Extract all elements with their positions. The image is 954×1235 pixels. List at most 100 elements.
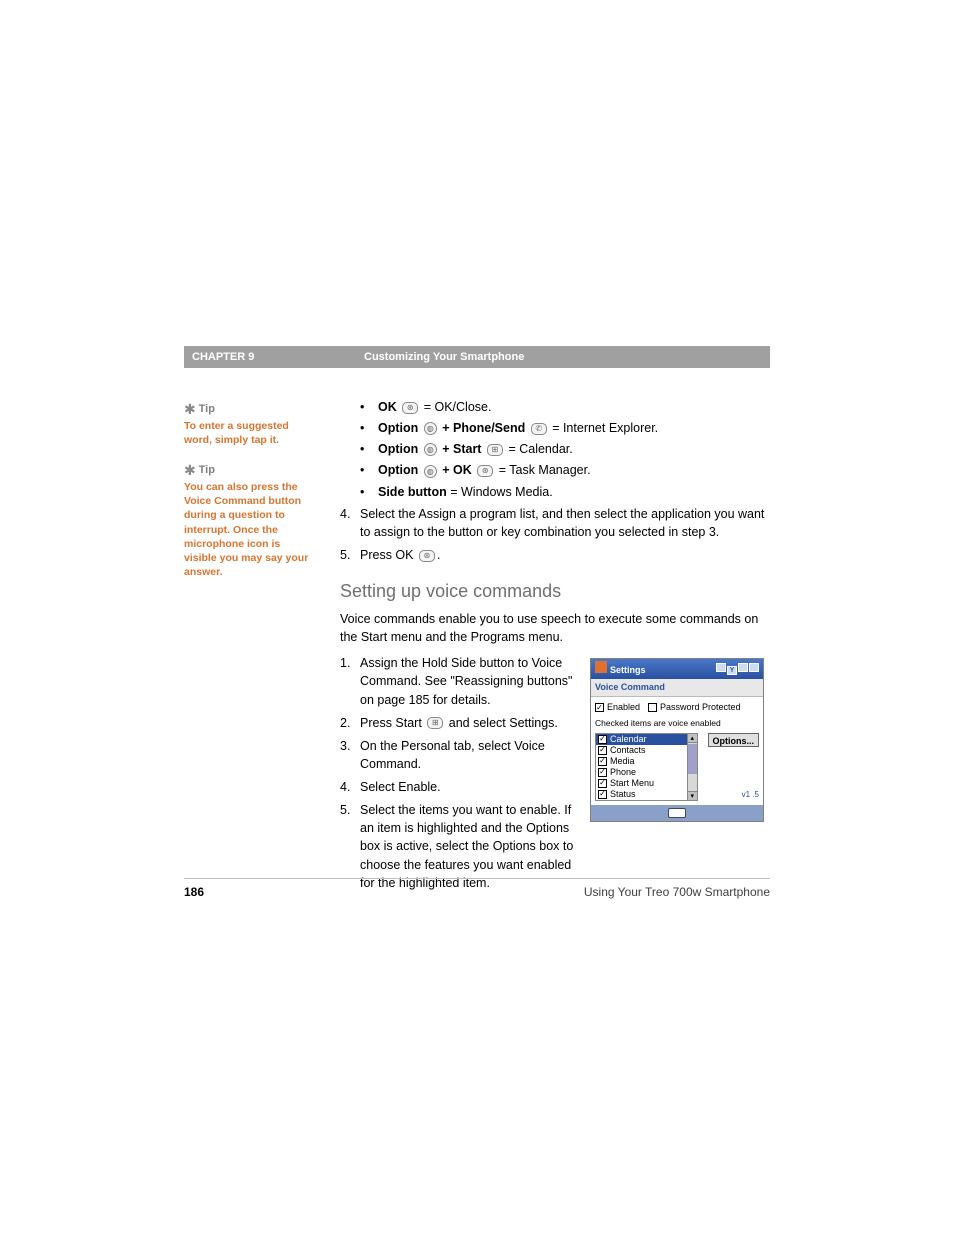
page-number: 186 xyxy=(184,885,204,899)
step-text: Select Enable. xyxy=(360,778,578,796)
phone-key-icon: ✆ xyxy=(531,423,547,435)
chapter-label: CHAPTER 9 xyxy=(184,351,364,363)
battery-icon xyxy=(738,663,748,672)
shot-title-left: Settings xyxy=(595,661,646,677)
bullet-item: • Option ◍ + Start ⊞ = Calendar. xyxy=(360,440,770,458)
bullet-item: • Option ◍ + OK ⊛ = Task Manager. xyxy=(360,461,770,479)
embedded-screenshot: Settings Y Voice Command ✓ Enabled xyxy=(590,658,764,821)
bullet-rest: = Windows Media. xyxy=(447,485,553,499)
bullet-bold2: + OK xyxy=(439,463,472,477)
ok-key-icon: ⊛ xyxy=(477,465,493,477)
tip-heading: ✱ Tip xyxy=(184,461,314,480)
step-suffix: and select Settings. xyxy=(445,716,558,730)
step-text: On the Personal tab, select Voice Comman… xyxy=(360,737,578,773)
bullet-marker: • xyxy=(360,398,378,416)
tip-block: ✱ Tip To enter a suggested word, simply … xyxy=(184,400,314,447)
numbered-step: 4. Select Enable. xyxy=(340,778,578,796)
bullet-marker: • xyxy=(360,461,378,479)
step-text: Press OK ⊛. xyxy=(360,546,770,564)
step-text: Assign the Hold Side button to Voice Com… xyxy=(360,654,578,708)
option-key-icon: ◍ xyxy=(424,422,437,435)
checkbox-icon[interactable] xyxy=(648,703,657,712)
checkbox-icon[interactable]: ✓ xyxy=(598,746,607,755)
option-key-icon: ◍ xyxy=(424,443,437,456)
checkbox-label: Enabled xyxy=(607,701,640,714)
chapter-title: Customizing Your Smartphone xyxy=(364,351,524,363)
bullet-item: • OK ⊛ = OK/Close. xyxy=(360,398,770,416)
page-footer: 186 Using Your Treo 700w Smartphone xyxy=(184,878,770,899)
numbered-step: 4. Select the Assign a program list, and… xyxy=(340,505,770,541)
scrollbar[interactable]: ▴ ▾ xyxy=(688,733,697,801)
tip-heading: ✱ Tip xyxy=(184,400,314,419)
bullet-text: Option ◍ + Phone/Send ✆ = Internet Explo… xyxy=(378,419,770,437)
numbered-step: 2. Press Start ⊞ and select Settings. xyxy=(340,714,578,732)
scroll-up-icon[interactable]: ▴ xyxy=(688,734,696,743)
shot-right-pane: Options... v1 .5 xyxy=(698,733,760,801)
option-key-icon: ◍ xyxy=(424,465,437,478)
tip-label: Tip xyxy=(199,403,215,415)
list-item-label: Status xyxy=(610,788,636,801)
step-number: 1. xyxy=(340,654,360,708)
step-text: Select the Assign a program list, and th… xyxy=(360,505,770,541)
step-number: 4. xyxy=(340,505,360,541)
shot-body: ✓ Enabled Password Protected Checked ite… xyxy=(591,697,763,804)
bullet-rest: = OK/Close. xyxy=(420,400,491,414)
shot-subtitle: Voice Command xyxy=(591,679,763,697)
shot-status-icons: Y xyxy=(715,663,759,676)
star-icon: ✱ xyxy=(184,462,196,478)
checkbox-icon[interactable]: ✓ xyxy=(598,790,607,799)
scroll-down-icon[interactable]: ▾ xyxy=(688,791,696,800)
version-label: v1 .5 xyxy=(702,789,760,801)
section-heading: Setting up voice commands xyxy=(340,578,770,604)
checkbox-icon[interactable]: ✓ xyxy=(598,779,607,788)
step-number: 4. xyxy=(340,778,360,796)
checkbox-icon[interactable]: ✓ xyxy=(598,735,607,744)
shot-listbox[interactable]: ✓Calendar ✓Contacts ✓Media ✓Phone ✓Start… xyxy=(595,733,688,801)
tip-body: You can also press the Voice Command but… xyxy=(184,480,314,579)
start-key-icon: ⊞ xyxy=(487,444,503,456)
close-icon xyxy=(749,663,759,672)
network-icon: Y xyxy=(727,666,737,675)
numbered-step: 1. Assign the Hold Side button to Voice … xyxy=(340,654,578,708)
numbered-step: 5. Press OK ⊛. xyxy=(340,546,770,564)
bullet-rest: = Task Manager. xyxy=(495,463,590,477)
step-number: 2. xyxy=(340,714,360,732)
start-flag-icon xyxy=(595,661,607,673)
checkbox-icon[interactable]: ✓ xyxy=(598,757,607,766)
tip-block: ✱ Tip You can also press the Voice Comma… xyxy=(184,461,314,579)
step-suffix: . xyxy=(437,548,440,562)
bullet-marker: • xyxy=(360,440,378,458)
bullet-rest: = Calendar. xyxy=(505,442,573,456)
bullet-marker: • xyxy=(360,483,378,501)
numbered-step: 3. On the Personal tab, select Voice Com… xyxy=(340,737,578,773)
bullet-text: Option ◍ + Start ⊞ = Calendar. xyxy=(378,440,770,458)
bullet-marker: • xyxy=(360,419,378,437)
start-key-icon: ⊞ xyxy=(427,717,443,729)
ok-key-icon: ⊛ xyxy=(419,550,435,562)
tip-label: Tip xyxy=(199,464,215,476)
star-icon: ✱ xyxy=(184,401,196,417)
shot-titlebar: Settings Y xyxy=(591,659,763,679)
steps-column: 1. Assign the Hold Side button to Voice … xyxy=(340,654,590,897)
step-prefix: Press OK xyxy=(360,548,417,562)
main-content: • OK ⊛ = OK/Close. • Option ◍ + Phone/Se… xyxy=(340,398,770,897)
shot-bottom-bar xyxy=(591,805,763,821)
chapter-header-bar: CHAPTER 9 Customizing Your Smartphone xyxy=(184,346,770,368)
shot-checkbox-row: ✓ Enabled Password Protected xyxy=(595,701,759,714)
signal-icon xyxy=(716,663,726,672)
options-button[interactable]: Options... xyxy=(708,733,760,747)
list-item[interactable]: ✓Status xyxy=(596,789,687,800)
screenshot-column: Settings Y Voice Command ✓ Enabled xyxy=(590,654,770,897)
keyboard-icon[interactable] xyxy=(668,808,686,818)
step-text: Press Start ⊞ and select Settings. xyxy=(360,714,578,732)
checkbox-icon[interactable]: ✓ xyxy=(595,703,604,712)
scroll-thumb[interactable] xyxy=(688,744,696,774)
checkbox-label: Password Protected xyxy=(660,701,741,714)
bullet-list: • OK ⊛ = OK/Close. • Option ◍ + Phone/Se… xyxy=(360,398,770,501)
step-number: 3. xyxy=(340,737,360,773)
two-column-region: 1. Assign the Hold Side button to Voice … xyxy=(340,654,770,897)
shot-title: Settings xyxy=(610,665,646,675)
bullet-text: Side button = Windows Media. xyxy=(378,483,770,501)
checkbox-icon[interactable]: ✓ xyxy=(598,768,607,777)
bullet-bold: Option xyxy=(378,463,418,477)
